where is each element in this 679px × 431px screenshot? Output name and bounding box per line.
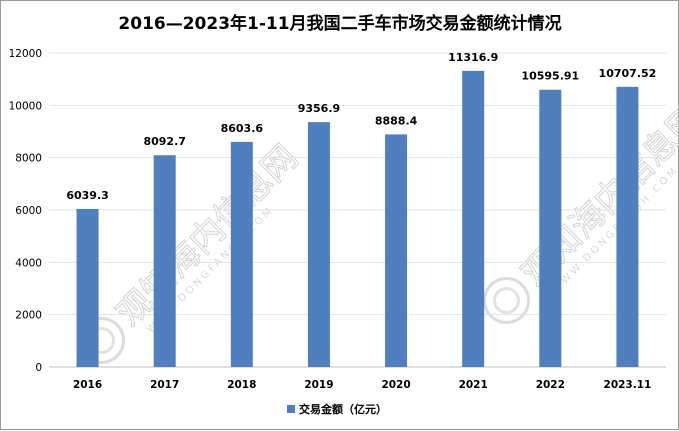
bar-2016 [76, 208, 99, 367]
x-tick-label: 2020 [381, 379, 410, 391]
watermark-right: 观知海内信息网 WWW.DONGFANGH.COM [483, 97, 679, 324]
bars [76, 70, 639, 368]
data-labels: 6039.3 8092.7 8603.6 9356.9 8888.4 11316.9 105… [66, 51, 656, 202]
y-tick-label: 6000 [15, 205, 42, 217]
data-label-2021: 11316.9 [448, 51, 498, 64]
x-tick-label: 2022 [536, 379, 565, 391]
legend-swatch [287, 405, 295, 413]
gridlines [49, 52, 666, 368]
y-tick-label: 0 [35, 362, 42, 374]
data-label-2017: 8092.7 [143, 135, 185, 148]
data-label-2022: 10595.91 [521, 70, 579, 83]
bar-2020 [385, 134, 408, 367]
x-tick-label: 2023.11 [604, 379, 652, 391]
bar-2021 [462, 70, 485, 367]
x-tick-label: 2021 [459, 379, 488, 391]
y-tick-label: 12000 [9, 48, 42, 60]
y-tick-label: 10000 [9, 100, 42, 112]
x-tick-label: 2017 [150, 379, 179, 391]
data-label-2023.11: 10707.52 [599, 67, 657, 80]
y-tick-label: 4000 [15, 257, 42, 269]
data-label-2019: 9356.9 [298, 102, 340, 115]
watermark-left: 观知海内信息网 WWW.DONGFANGH.COM [78, 137, 306, 364]
y-tick-label: 8000 [15, 153, 42, 165]
bar-2022 [539, 89, 562, 367]
data-label-2016: 6039.3 [66, 189, 108, 202]
y-axis: 0 2000 4000 6000 8000 10000 12000 [9, 48, 42, 374]
data-label-2018: 8603.6 [221, 122, 264, 135]
bar-2023.11 [616, 86, 639, 368]
x-tick-label: 2019 [304, 379, 333, 391]
x-axis: 2016 2017 2018 2019 2020 2021 2022 2023.11 [73, 379, 651, 391]
y-tick-label: 2000 [15, 310, 42, 322]
bar-2019 [307, 122, 330, 367]
watermark-logo-inner-icon [493, 286, 521, 314]
legend: 交易金额（亿元） [287, 402, 387, 416]
watermark-text-left: 观知海内信息网 [109, 138, 306, 335]
legend-label: 交易金额（亿元） [299, 402, 387, 416]
chart-title: 2016—2023年1-11月我国二手车市场交易金额统计情况 [118, 13, 561, 34]
data-label-2020: 8888.4 [375, 114, 418, 127]
bar-2018 [230, 141, 253, 367]
watermark-logo-icon [483, 276, 531, 324]
x-tick-label: 2016 [73, 379, 102, 391]
bar-2017 [153, 155, 176, 367]
x-tick-label: 2018 [227, 379, 256, 391]
